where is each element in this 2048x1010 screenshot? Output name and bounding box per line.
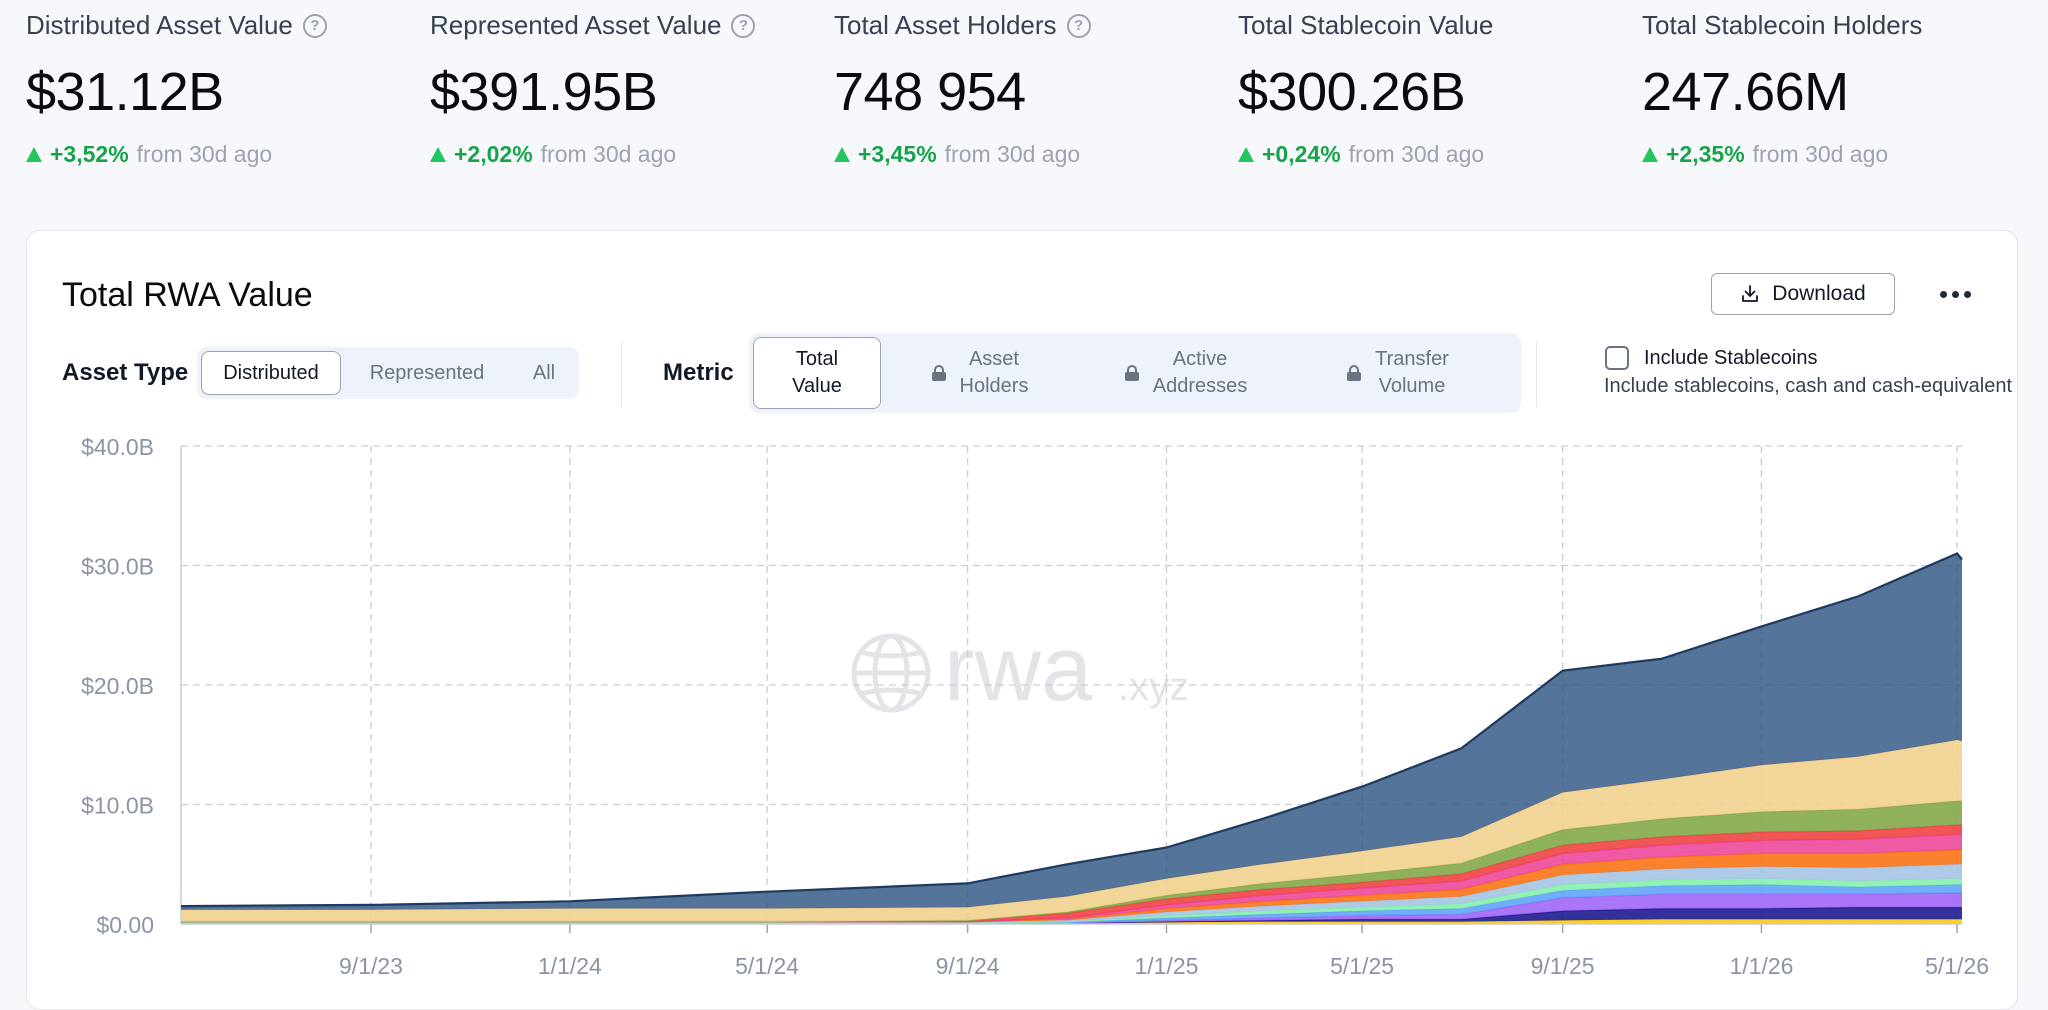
chart-areas (180, 552, 1963, 925)
more-options-icon[interactable] (1935, 279, 1975, 309)
area-series-3 (181, 884, 1962, 923)
y-tick-label: $20.0B (81, 673, 154, 699)
metric-transfer-volume[interactable]: Transfer Volume (1293, 337, 1503, 409)
include-stablecoins-description: Include stablecoins, cash and cash-equiv… (1604, 375, 2012, 397)
stat-period: from 30d ago (944, 141, 1081, 167)
stat-value: 247.66M (1642, 62, 1849, 122)
download-label: Download (1772, 282, 1866, 305)
stat-represented-asset-value: Represented Asset Value? $391.95B +2,02%… (430, 10, 756, 168)
stat-label: Total Stablecoin Holders (1642, 10, 1923, 40)
watermark-brand: rwa (944, 618, 1093, 720)
area-series-2 (181, 892, 1962, 923)
x-tick-label: 1/1/24 (538, 953, 602, 979)
help-icon[interactable]: ? (1066, 13, 1091, 38)
up-arrow-icon (1238, 147, 1254, 162)
lock-icon (1347, 365, 1362, 381)
y-tick-label: $0.00 (96, 912, 154, 938)
help-icon[interactable]: ? (302, 13, 327, 38)
asset-type-label: Asset Type (62, 359, 189, 386)
card-title: Total RWA Value (62, 276, 313, 314)
stat-label: Represented Asset Value (430, 10, 722, 40)
x-tick-label: 9/1/25 (1531, 953, 1595, 979)
area-series-6 (181, 849, 1962, 922)
x-tick-label: 9/1/24 (936, 953, 1000, 979)
stat-change: +3,45% (858, 141, 937, 167)
stat-distributed-asset-value: Distributed Asset Value? $31.12B +3,52% f… (26, 10, 327, 168)
stat-value: $300.26B (1238, 62, 1466, 122)
asset-type-toggle: Distributed Represented All (197, 347, 579, 399)
metric-toggle: Total Value Asset Holders Active Addresses … (749, 333, 1521, 413)
include-stablecoins-checkbox[interactable] (1605, 346, 1629, 370)
stat-change: +2,02% (454, 141, 533, 167)
stat-label: Total Asset Holders (834, 10, 1057, 40)
globe-icon (851, 633, 931, 713)
metric-asset-holders[interactable]: Asset Holders (881, 337, 1079, 409)
area-series-9 (181, 800, 1962, 922)
up-arrow-icon (430, 147, 446, 162)
asset-type-all[interactable]: All (532, 361, 556, 384)
lock-icon (931, 365, 946, 381)
asset-type-represented[interactable]: Represented (369, 361, 485, 384)
metric-total-value[interactable]: Total Value (753, 337, 881, 409)
y-tick-label: $40.0B (81, 434, 154, 460)
x-axis: 9/1/23 1/1/24 5/1/24 9/1/24 1/1/25 5/1/25 9/1/… (339, 953, 1989, 979)
download-button[interactable]: Download (1711, 273, 1895, 315)
stat-total-stablecoin-holders: Total Stablecoin Holders 247.66M +2,35% f… (1642, 10, 1922, 168)
up-arrow-icon (1642, 147, 1658, 162)
up-arrow-icon (26, 147, 42, 162)
rwa-value-chart: rwa .xyz $0.00 $10.0B $20.0B $30.0B $40.0B 9… (81, 434, 1989, 979)
area-series-11 (181, 553, 1962, 910)
stat-value: $391.95B (430, 62, 658, 122)
y-tick-label: $10.0B (81, 793, 154, 819)
stat-total-asset-holders: Total Asset Holders? 748 954 +3,45% from … (834, 10, 1091, 168)
x-tick-label: 9/1/23 (339, 953, 403, 979)
y-axis: $0.00 $10.0B $20.0B $30.0B $40.0B (81, 434, 154, 938)
stat-period: from 30d ago (1348, 141, 1485, 167)
watermark: rwa .xyz (851, 618, 1189, 720)
stat-value: $31.12B (26, 62, 224, 122)
stat-label: Distributed Asset Value (26, 10, 293, 40)
divider (1536, 341, 1537, 407)
asset-type-distributed[interactable]: Distributed (201, 351, 341, 395)
help-icon[interactable]: ? (731, 13, 756, 38)
stat-period: from 30d ago (136, 141, 273, 167)
metric-label: Metric (663, 359, 734, 386)
lock-icon (1124, 365, 1139, 381)
stat-change: +0,24% (1262, 141, 1341, 167)
area-series-line-11 (180, 552, 1963, 908)
stat-period: from 30d ago (1752, 141, 1889, 167)
area-series-5 (181, 864, 1962, 923)
stat-total-stablecoin-value: Total Stablecoin Value $300.26B +0,24% fr… (1238, 10, 1493, 168)
stat-label: Total Stablecoin Value (1238, 10, 1494, 40)
up-arrow-icon (834, 147, 850, 162)
divider (621, 341, 622, 407)
x-tick-label: 1/1/26 (1729, 953, 1793, 979)
area-series-8 (181, 824, 1962, 922)
y-tick-label: $30.0B (81, 554, 154, 580)
stat-value: 748 954 (834, 62, 1026, 122)
download-icon (1742, 285, 1759, 302)
stats-row: Distributed Asset Value? $31.12B +3,52% f… (0, 0, 2048, 180)
stat-change: +2,35% (1666, 141, 1745, 167)
metric-active-addresses[interactable]: Active Addresses (1079, 337, 1293, 409)
x-tick-label: 1/1/25 (1135, 953, 1199, 979)
x-tick-label: 5/1/25 (1330, 953, 1394, 979)
area-series-7 (181, 834, 1962, 922)
stat-change: +3,52% (50, 141, 129, 167)
area-series-4 (181, 878, 1962, 923)
watermark-suffix: .xyz (1118, 665, 1189, 709)
x-tick-label: 5/1/24 (735, 953, 799, 979)
x-tick-label: 5/1/26 (1925, 953, 1989, 979)
include-stablecoins-label[interactable]: Include Stablecoins (1644, 347, 1818, 369)
area-series-1 (181, 907, 1962, 923)
stat-period: from 30d ago (540, 141, 677, 167)
